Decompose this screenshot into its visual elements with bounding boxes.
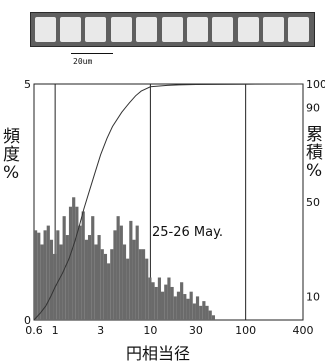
histogram-bar <box>173 296 177 320</box>
x-tick-label: 3 <box>97 324 104 337</box>
histogram-bar <box>49 239 54 320</box>
histogram-bar <box>40 244 44 320</box>
histogram-bar <box>62 216 66 320</box>
histogram-bar <box>43 230 47 320</box>
particle-thumbnail <box>187 17 208 42</box>
cumulative-line <box>33 83 304 321</box>
histogram-bar <box>72 197 76 320</box>
scale-bar <box>71 53 113 54</box>
histogram-bar <box>103 253 108 320</box>
left-y-tick-label: 5 <box>24 78 31 91</box>
histogram-bar <box>199 305 203 320</box>
histogram-bar <box>180 282 184 320</box>
histogram-bar <box>110 249 114 320</box>
histogram-bar <box>183 294 187 320</box>
histogram-bar <box>119 225 123 320</box>
left-y-title-char: 頻 <box>3 127 20 147</box>
particle-thumbnail <box>111 17 132 42</box>
histogram-bar <box>91 216 95 320</box>
histogram-bar <box>56 230 60 320</box>
histogram-bar <box>97 235 101 320</box>
histogram-bar <box>87 235 92 320</box>
histogram-bar <box>148 277 152 320</box>
histogram-bar <box>84 239 88 320</box>
histogram-bar <box>100 249 104 320</box>
histogram-bar <box>126 258 130 320</box>
histogram-bar <box>68 206 73 320</box>
left-y-title-char: % <box>3 163 19 183</box>
histogram-bar <box>78 225 82 320</box>
histogram-bar <box>205 305 209 320</box>
histogram-bars <box>34 197 215 320</box>
histogram-bar <box>94 244 98 320</box>
histogram-bar <box>132 239 136 320</box>
x-tick-label: 400 <box>293 324 314 337</box>
histogram-bar <box>107 263 111 320</box>
histogram-bar <box>161 291 165 320</box>
particle-thumbnail-strip <box>30 12 315 47</box>
chart-annotation: 25-26 May. <box>152 225 223 240</box>
scale-bar-label: 20um <box>73 57 93 66</box>
right-y-title-char: % <box>306 161 322 181</box>
particle-thumbnail <box>212 17 233 42</box>
left-y-axis-ticks: 05 <box>24 78 31 327</box>
histogram-bar <box>135 225 139 320</box>
particle-thumbnail <box>85 17 106 42</box>
histogram-bar <box>157 277 162 320</box>
histogram-bar <box>113 230 117 320</box>
histogram-bar <box>211 315 215 320</box>
histogram-bar <box>129 220 133 320</box>
right-y-title-char: 累 <box>306 125 323 145</box>
particle-thumbnail <box>263 17 284 42</box>
histogram-bar <box>46 225 50 320</box>
histogram-bar <box>145 258 149 320</box>
histogram-bar <box>65 235 69 320</box>
x-axis-title: 円相当径 <box>126 344 190 363</box>
histogram-bar <box>151 282 155 320</box>
histogram-bar <box>37 232 41 320</box>
right-y-axis-ticks: 10 50 90 100 <box>306 78 325 303</box>
histogram-bar <box>186 298 190 320</box>
right-y-tick-label: 50 <box>306 196 320 209</box>
x-axis-ticks: 0.6 1 3 10 30 100 400 <box>25 324 313 337</box>
histogram-bar <box>189 291 193 320</box>
histogram-bar <box>138 249 142 320</box>
histogram-bar <box>202 301 206 320</box>
particle-thumbnail <box>60 17 81 42</box>
histogram-bar <box>122 244 127 320</box>
particle-thumbnail <box>35 17 56 42</box>
histogram-bar <box>81 211 85 320</box>
histogram-bar <box>141 249 146 320</box>
particle-thumbnail <box>162 17 183 42</box>
x-tick-label: 100 <box>235 324 256 337</box>
particle-thumbnail <box>288 17 309 42</box>
x-tick-label: 1 <box>52 324 59 337</box>
right-y-title-char: 積 <box>306 143 323 163</box>
histogram-bar <box>176 291 181 320</box>
histogram-bar <box>192 303 196 320</box>
x-tick-label: 0.6 <box>25 324 43 337</box>
histogram-bar <box>116 216 120 320</box>
histogram-bar <box>170 286 174 320</box>
left-y-title-char: 度 <box>3 145 20 165</box>
particle-thumbnail <box>136 17 157 42</box>
x-tick-label: 30 <box>189 324 203 337</box>
x-tick-label: 10 <box>143 324 157 337</box>
histogram-bar <box>208 310 212 320</box>
histogram-bar <box>59 244 63 320</box>
histogram-bar <box>154 286 158 320</box>
particle-thumbnail <box>238 17 259 42</box>
histogram-bar <box>34 230 38 320</box>
right-y-tick-label: 100 <box>306 78 325 91</box>
right-y-tick-label: 10 <box>306 290 320 303</box>
histogram-bar <box>195 296 200 320</box>
left-y-tick-label: 0 <box>24 314 31 327</box>
right-y-tick-label: 90 <box>306 102 320 115</box>
histogram-bar <box>164 284 168 320</box>
histogram-bar <box>75 206 79 320</box>
histogram-bar <box>167 277 171 320</box>
